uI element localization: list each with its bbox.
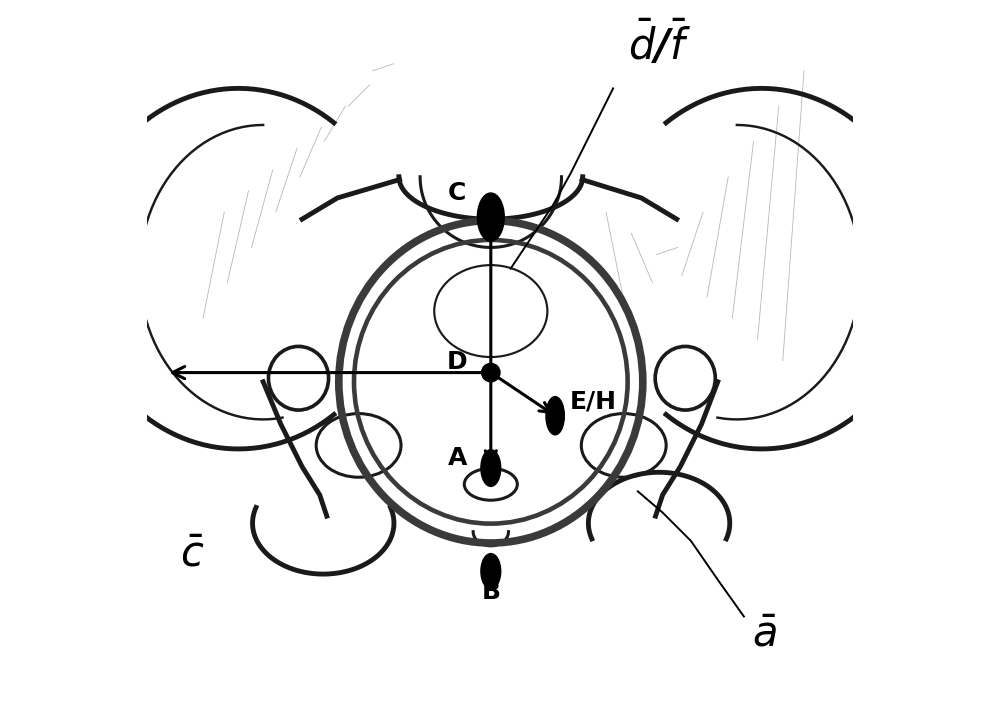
Text: E/H: E/H xyxy=(569,390,616,414)
Circle shape xyxy=(482,363,500,382)
Text: $\bar{c}$: $\bar{c}$ xyxy=(180,534,205,576)
Text: D: D xyxy=(447,350,467,374)
Ellipse shape xyxy=(477,193,504,241)
Ellipse shape xyxy=(481,554,501,589)
Text: C: C xyxy=(448,181,466,205)
Ellipse shape xyxy=(481,450,501,486)
Text: $\bar{d}$/$\bar{f}$: $\bar{d}$/$\bar{f}$ xyxy=(628,19,692,69)
Text: $\bar{a}$: $\bar{a}$ xyxy=(752,614,777,656)
Text: B: B xyxy=(481,580,500,604)
Text: A: A xyxy=(448,446,467,470)
Ellipse shape xyxy=(546,397,564,435)
